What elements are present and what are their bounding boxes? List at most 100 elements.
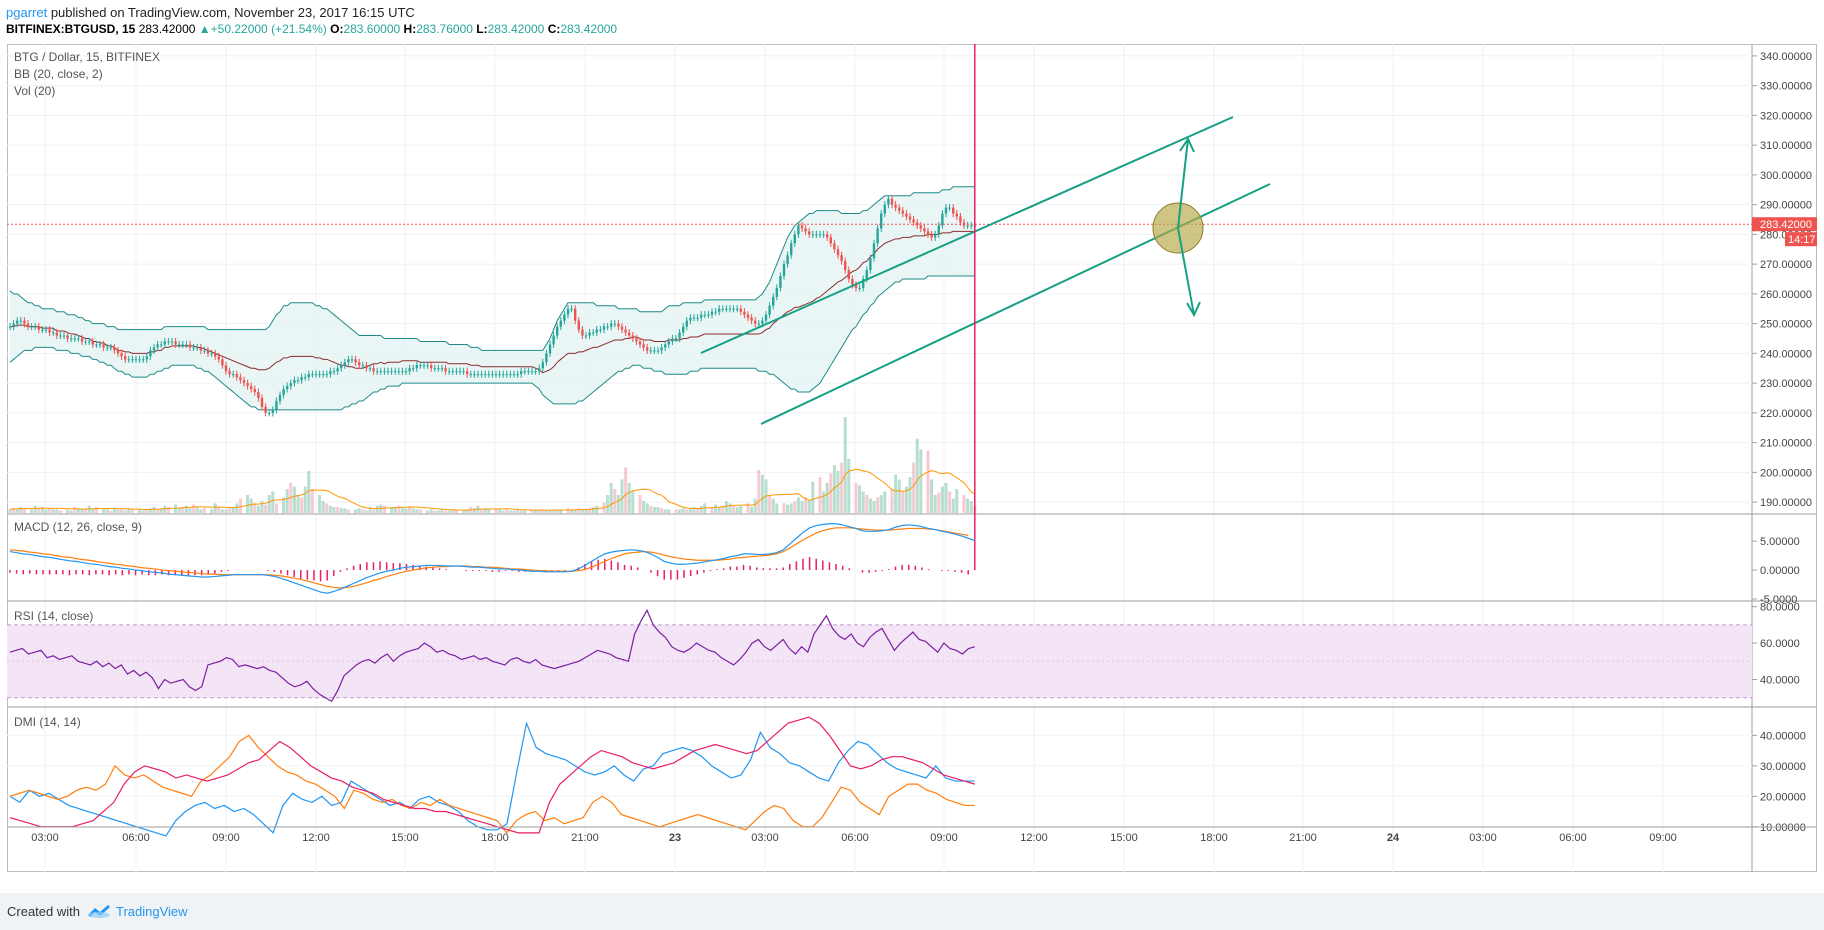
volume-bar <box>908 477 912 513</box>
volume-bar <box>696 508 700 513</box>
candle-body <box>455 371 458 373</box>
candle-body <box>898 207 901 211</box>
volume-bar <box>926 450 930 513</box>
volume-bar <box>382 505 386 513</box>
price-tick-label: 260.00000 <box>1760 289 1812 301</box>
candle-body <box>811 234 814 236</box>
candle-body <box>250 386 253 390</box>
candle-body <box>822 234 825 236</box>
candle-body <box>577 320 580 330</box>
candle-body <box>545 353 548 363</box>
candle-body <box>887 198 890 205</box>
candle-body <box>649 350 652 352</box>
candle-body <box>397 371 400 373</box>
volume-bar <box>753 498 757 513</box>
candle-body <box>264 406 267 413</box>
volume-bar <box>91 508 95 513</box>
volume-bar <box>393 507 397 513</box>
time-tick-label: 03:00 <box>1469 832 1497 844</box>
candle-body <box>88 341 91 343</box>
arrow-up-head-icon <box>1179 136 1195 153</box>
tradingview-link[interactable]: TradingView <box>116 904 188 919</box>
volume-bar <box>465 509 469 513</box>
vol-legend: Vol (20) <box>14 84 56 98</box>
candle-body <box>458 371 462 373</box>
candle-body <box>484 374 487 376</box>
close-value: 283.42000 <box>560 22 618 36</box>
volume-bar <box>930 479 934 513</box>
candle-body <box>134 359 138 361</box>
author-link[interactable]: pgarret <box>6 5 48 20</box>
volume-bar <box>717 507 721 513</box>
candle-body <box>37 326 40 330</box>
volume-bar <box>663 509 667 513</box>
candle-body <box>469 374 472 376</box>
time-tick-label: 21:00 <box>571 832 599 844</box>
volume-bar <box>836 471 840 513</box>
time-tick-label: 06:00 <box>122 832 150 844</box>
volume-bar <box>447 510 451 513</box>
volume-bar <box>411 508 415 513</box>
candle-body <box>192 347 195 349</box>
candle-body <box>854 284 858 288</box>
volume-bar <box>346 509 350 513</box>
volume-bar <box>620 479 624 513</box>
bb-upper-line <box>9 186 975 351</box>
candle-body <box>541 362 544 369</box>
volume-bar <box>274 503 278 513</box>
candle-body <box>790 243 793 256</box>
candle-body <box>300 377 303 381</box>
candle-body <box>538 368 541 372</box>
macd-tick-label: 5.00000 <box>1760 536 1800 548</box>
volume-bar <box>505 509 509 513</box>
candle-body <box>606 326 609 328</box>
volume-bar <box>408 507 412 513</box>
volume-bar <box>105 509 109 513</box>
candle-body <box>937 225 940 235</box>
candle-body <box>786 255 789 265</box>
candle-body <box>703 314 706 316</box>
channel-upper-line <box>700 116 1234 354</box>
volume-bar <box>246 495 250 513</box>
candle-body <box>246 383 249 387</box>
volume-bar <box>44 509 48 513</box>
created-with-label: Created with <box>7 904 80 919</box>
volume-bar <box>498 509 502 513</box>
candle-body <box>444 368 447 372</box>
candle-body <box>437 368 440 370</box>
volume-bar <box>609 483 613 513</box>
volume-bar <box>217 507 221 513</box>
volume-bar <box>87 505 91 513</box>
candle-body <box>210 353 213 355</box>
rsi-legend: RSI (14, close) <box>14 609 94 623</box>
candle-body <box>448 371 451 373</box>
volume-bar <box>296 495 300 513</box>
candle-body <box>653 350 656 352</box>
candle-body <box>235 374 238 378</box>
candle-body <box>278 395 282 401</box>
candle-body <box>610 323 613 327</box>
candle-body <box>772 296 775 306</box>
candle-body <box>746 314 750 318</box>
volume-bar <box>512 510 516 513</box>
candle-body <box>512 374 516 376</box>
candle-body <box>361 365 364 367</box>
candle-body <box>689 317 692 321</box>
chart-canvas[interactable]: 190.00000200.00000210.00000220.00000230.… <box>7 44 1817 872</box>
volume-bar <box>12 508 16 513</box>
volume-bar <box>472 508 476 513</box>
volume-bar <box>19 507 23 513</box>
volume-bar <box>624 467 628 513</box>
volume-bar <box>224 509 228 513</box>
candle-body <box>674 338 678 340</box>
candle-body <box>923 228 926 232</box>
dmi-tick-label: 20.00000 <box>1760 791 1806 803</box>
candle-body <box>102 344 105 348</box>
price-tick-label: 330.00000 <box>1760 81 1812 93</box>
candle-body <box>548 344 552 354</box>
volume-bar <box>120 509 124 513</box>
price-tick-label: 250.00000 <box>1760 319 1812 331</box>
candle-body <box>386 371 390 373</box>
time-tick-label: 18:00 <box>1200 832 1228 844</box>
candle-body <box>408 368 411 372</box>
